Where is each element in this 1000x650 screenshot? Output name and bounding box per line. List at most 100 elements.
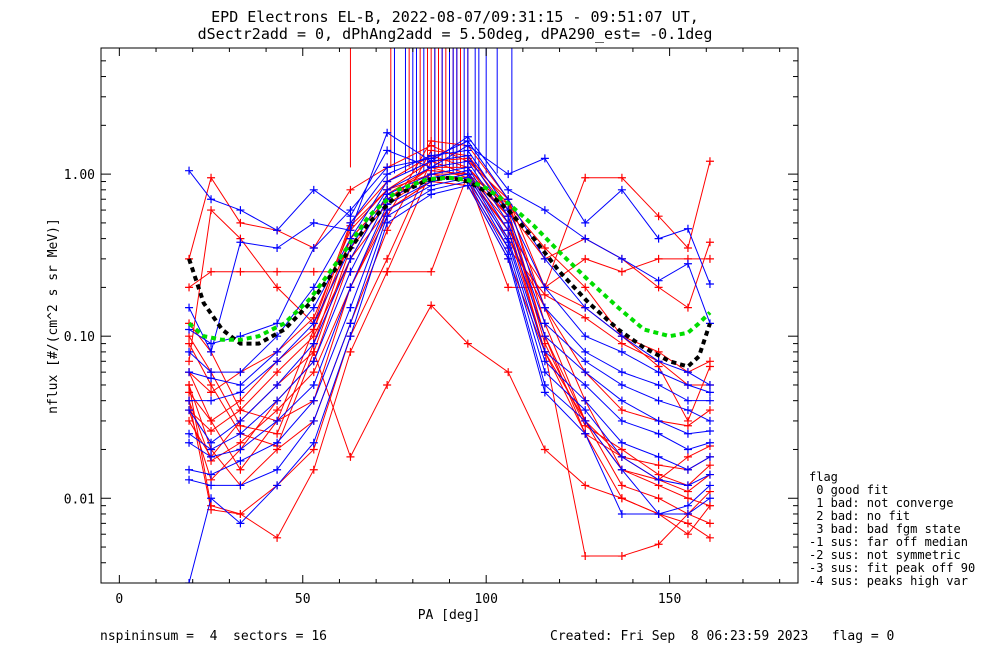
legend-entry: -2 sus: not symmetric [809,548,961,562]
data-point [581,552,590,561]
data-point [705,494,714,503]
data-point [683,259,692,268]
data-point [236,519,245,528]
data-point [185,396,194,405]
data-point [683,368,692,377]
legend-entry: -4 sus: peaks high var [809,574,968,588]
data-point [683,519,692,528]
data-point [236,509,245,518]
data-point [236,206,245,215]
data-point [207,206,216,215]
data-point [617,494,626,503]
data-point [705,470,714,479]
data-point [504,170,513,179]
data-point [185,283,194,292]
data-point [504,368,513,377]
data-point [273,226,282,235]
series-line [188,173,711,423]
data-point [309,438,318,447]
series-line [188,173,711,471]
data-point [207,380,216,389]
data-point [207,438,216,447]
data-point [617,438,626,447]
data-point [185,332,194,341]
y-axis-ticks: 0.01 0.10 1.00 [64,47,798,584]
data-point [654,380,663,389]
data-point [383,267,392,276]
data-point [346,283,355,292]
data-point [273,396,282,405]
data-point [654,509,663,518]
data-point [273,481,282,490]
series [185,141,714,288]
data-point [309,218,318,227]
series [185,170,714,474]
series-line [188,166,710,481]
data-point [581,347,590,356]
data-point [504,218,513,227]
data-point [617,406,626,415]
data-point [236,416,245,425]
data-point [504,226,513,235]
data-point [581,416,590,425]
data-point [427,190,436,199]
data-point [309,319,318,328]
data-point [504,254,513,263]
data-point [540,303,549,312]
data-point [273,283,282,292]
data-point [617,445,626,454]
series-line [188,177,711,486]
data-point [273,438,282,447]
data-point [617,396,626,405]
data-point [617,368,626,377]
series-line [188,155,710,402]
data-point [705,501,714,510]
data-point [683,452,692,461]
x-axis-label: PA [deg] [418,608,481,623]
data-point [309,396,318,405]
data-point [273,347,282,356]
data-point [683,501,692,510]
data-point [236,380,245,389]
data-point [581,313,590,322]
footer-right: Created: Fri Sep 8 06:23:59 2023 flag = … [550,629,894,644]
data-point [383,380,392,389]
data-point [346,226,355,235]
data-point [683,481,692,490]
data-point [207,494,216,503]
data-point [309,445,318,454]
series [185,163,714,490]
series-line [188,155,711,362]
data-point [504,185,513,194]
data-point [273,357,282,366]
data-point [540,319,549,328]
data-point [185,368,194,377]
x-tick-label: 0 [115,592,123,607]
series-line [188,173,711,427]
series-line [188,144,711,285]
data-point [273,445,282,454]
data-point [309,416,318,425]
data-point [207,445,216,454]
data-point [309,244,318,253]
data-point [581,380,590,389]
x-axis-ticks: 0 50 100 150 [115,48,781,607]
series [185,151,714,405]
data-point [504,212,513,221]
data-point [346,347,355,356]
data-point [185,579,194,583]
data-point [236,267,245,276]
data-point [236,481,245,490]
data-point [683,244,692,253]
data-point [273,465,282,474]
data-point [617,339,626,348]
data-point [540,254,549,263]
data-point [705,427,714,436]
legend-entry: 0 good fit [809,483,888,497]
data-point [236,368,245,377]
chart-subtitle: dSectr2add = 0, dPhAng2add = 5.50deg, dP… [198,25,713,43]
data-point [236,218,245,227]
data-point [683,406,692,415]
data-point [309,380,318,389]
data-point [683,494,692,503]
